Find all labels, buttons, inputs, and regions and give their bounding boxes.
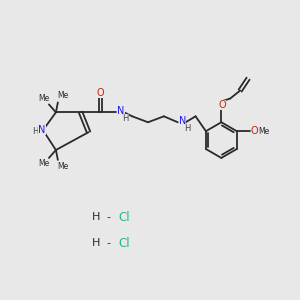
Text: H: H — [92, 212, 100, 222]
Text: O: O — [97, 88, 104, 98]
Text: Me: Me — [38, 94, 50, 103]
Text: H: H — [122, 114, 129, 123]
Text: Me: Me — [57, 162, 68, 171]
Text: O: O — [218, 100, 226, 110]
Text: H: H — [32, 127, 38, 136]
Text: N: N — [179, 116, 186, 126]
Text: H: H — [92, 238, 100, 248]
Text: N: N — [38, 125, 46, 135]
Text: O: O — [250, 126, 258, 136]
Text: Me: Me — [57, 91, 68, 100]
Text: Cl: Cl — [118, 237, 130, 250]
Text: H: H — [184, 124, 190, 133]
Text: -: - — [106, 212, 110, 222]
Text: Cl: Cl — [118, 211, 130, 224]
Text: N: N — [117, 106, 125, 116]
Text: Me: Me — [259, 127, 270, 136]
Text: -: - — [106, 238, 110, 248]
Text: Me: Me — [38, 159, 50, 168]
